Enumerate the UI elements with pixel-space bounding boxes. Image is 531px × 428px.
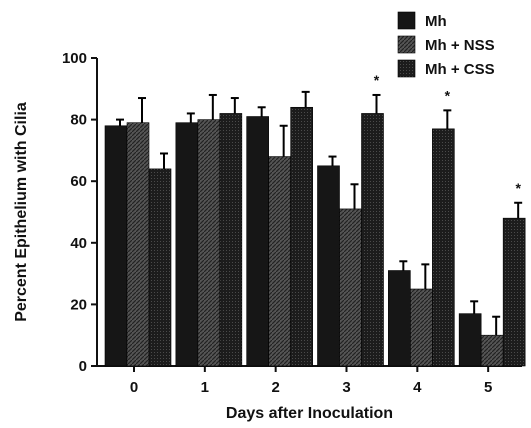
x-axis-title: Days after Inoculation <box>226 405 393 422</box>
bar <box>410 288 433 367</box>
y-tick-label: 0 <box>79 358 87 375</box>
bar <box>339 208 362 367</box>
bar <box>175 122 199 367</box>
bar <box>148 168 172 367</box>
bar <box>290 106 313 367</box>
legend-swatch <box>397 59 416 78</box>
x-tick-label: 5 <box>484 379 492 396</box>
x-tick-label: 2 <box>271 379 279 396</box>
legend-swatch <box>397 11 416 30</box>
x-tick-label: 3 <box>342 379 350 396</box>
y-tick-label: 80 <box>70 112 87 129</box>
y-axis: 0 20 40 60 80 100 <box>62 50 98 375</box>
bar <box>197 119 221 367</box>
x-tick-label: 4 <box>413 379 422 396</box>
y-tick-label: 20 <box>70 296 87 313</box>
significance-marker: * <box>445 87 451 103</box>
significance-marker: * <box>374 72 380 88</box>
legend-label: Mh + CSS <box>425 61 495 78</box>
x-tick-label: 1 <box>201 379 209 396</box>
bar <box>104 125 128 367</box>
bar <box>388 270 411 367</box>
bar <box>126 122 150 367</box>
bars: * * * <box>104 72 526 367</box>
bar <box>458 313 482 367</box>
y-tick-label: 60 <box>70 173 87 190</box>
bar <box>361 113 384 367</box>
y-tick-label: 40 <box>70 235 87 252</box>
legend: Mh Mh + NSS Mh + CSS <box>397 11 495 78</box>
bar <box>268 156 291 367</box>
y-tick-label: 100 <box>62 50 87 67</box>
y-axis-title: Percent Epithelium with Cilia <box>13 102 30 322</box>
bar <box>246 116 269 367</box>
x-axis: 0 1 2 3 4 5 <box>97 365 522 396</box>
x-tick-label: 0 <box>130 379 138 396</box>
bar <box>432 128 455 367</box>
bar <box>317 165 340 367</box>
legend-swatch <box>397 35 416 54</box>
bar <box>480 334 504 367</box>
legend-label: Mh + NSS <box>425 37 495 54</box>
bar <box>219 113 243 367</box>
bar <box>502 217 526 367</box>
legend-label: Mh <box>425 13 447 30</box>
significance-marker: * <box>515 180 521 196</box>
